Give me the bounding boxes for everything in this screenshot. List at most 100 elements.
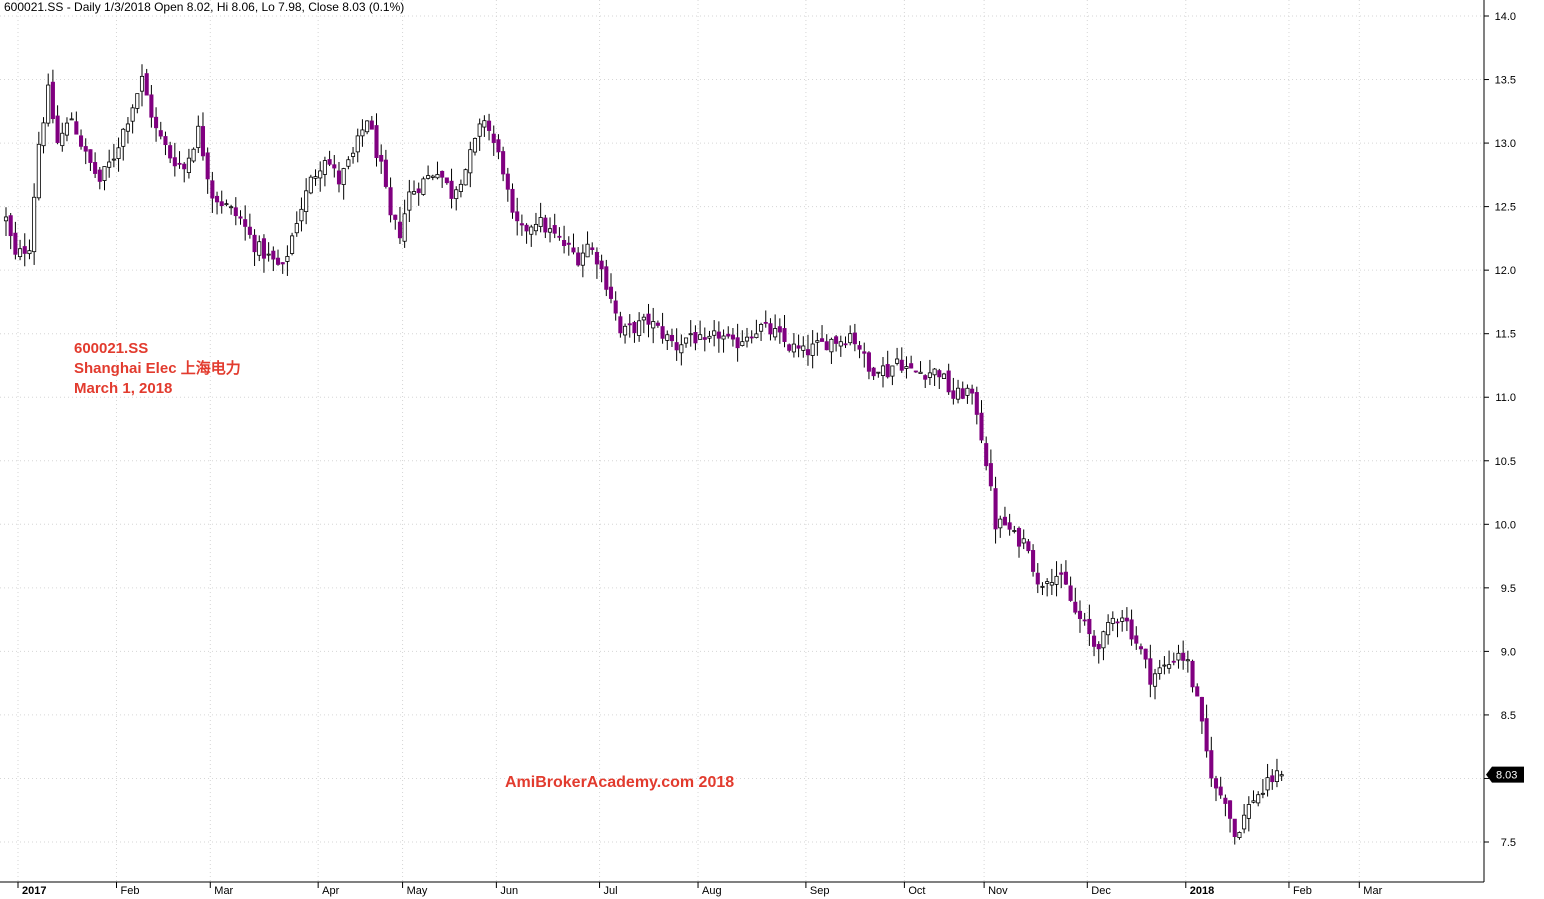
candle-body-down [210,180,215,199]
candle-body-up [290,235,295,254]
candle [1232,818,1237,845]
candle [1124,607,1129,632]
candle [1026,539,1031,554]
candle-body-up [895,358,900,364]
candle [135,93,140,114]
candle-body-down [219,201,224,207]
candle [416,182,421,206]
candle [815,332,820,356]
candle-body-up [1176,652,1181,661]
axis-layer [0,0,1485,883]
candle [163,131,168,156]
candle [397,206,402,244]
candle [627,314,632,338]
candle [1265,763,1270,797]
candle-body-down [8,215,13,237]
candle-body-down [154,116,159,129]
candle [773,314,778,341]
x-tick-label: Nov [988,885,1008,897]
candle-body-up [355,135,360,153]
candle-body-up [637,320,642,336]
candle-body-up [927,372,932,378]
candle-body-down [158,130,163,137]
candle [726,326,731,339]
candle-body-up [458,183,463,192]
candle-body-down [83,146,88,152]
candle-body-up [721,335,726,340]
candle-body-up [1101,631,1106,649]
y-tick-label: 10.5 [1495,456,1516,468]
candle [247,213,252,239]
candle [1218,776,1223,799]
candle-body-up [754,333,759,339]
annotation-symbol: 600021.SS [74,340,148,357]
candle [510,183,515,219]
candle [1082,612,1087,626]
candle-body-up [918,371,923,374]
candle [200,112,206,161]
candle-body-up [533,223,538,232]
candle [655,320,660,328]
candle [707,330,712,343]
candle [951,377,956,405]
candle-body-up [641,316,646,321]
candle-body-down [205,152,210,180]
candle [107,149,112,178]
x-tick-label: Mar [214,885,233,897]
candle-body-up [32,196,37,253]
candle [899,347,904,373]
candle-body-up [759,323,764,332]
candle [693,325,698,351]
candle-body-down [984,443,989,467]
candle-body-down [444,177,449,184]
candle-body-up [810,343,815,356]
candle [360,119,365,147]
candle [604,259,609,297]
candle-body-up [1251,800,1256,803]
candle-body-down [1190,660,1195,688]
candle-body-up [102,166,107,181]
candle-body-up [411,191,417,195]
candle [1087,604,1092,646]
candle-body-up [744,336,750,342]
candle [172,142,177,177]
y-tick-label: 12.5 [1495,202,1516,214]
candle [32,183,37,265]
candle-body-up [1106,622,1111,636]
candle-body-up [965,387,970,396]
candle [960,381,965,400]
candle [1228,800,1233,833]
candle-body-down [449,180,454,199]
candle [430,174,435,181]
candle [918,361,923,374]
candle-body-down [505,173,510,190]
y-tick-label: 10.0 [1495,519,1516,531]
candle-body-down [970,388,975,394]
candle-body-up [1012,530,1017,532]
candle [421,176,426,196]
candle-body-down [1270,775,1275,783]
candle [482,115,487,137]
candle-body-down [782,328,787,342]
candle-body-up [1260,792,1265,795]
candle [144,68,149,96]
candle-body-down [632,322,637,334]
candle [426,165,431,180]
candle-body-up [135,93,140,109]
candle [1096,641,1101,664]
x-tick-label: Mar [1363,885,1382,897]
candle [13,221,18,260]
candle [1063,560,1068,585]
time-axis-ticks: 2017 Feb Mar Apr May Jun Jul Aug Sep Oct Nov Dec 201… [17,882,1383,897]
candle [988,449,993,491]
candle [1106,614,1111,645]
candle-body-up [1242,814,1247,830]
candle-body-up [1237,832,1242,838]
candle-body-down [332,164,337,169]
candle [463,168,468,186]
candle [1209,736,1214,787]
candle [547,217,553,243]
candle [979,400,984,444]
candle [1204,704,1209,758]
candle-body-down [805,349,811,356]
